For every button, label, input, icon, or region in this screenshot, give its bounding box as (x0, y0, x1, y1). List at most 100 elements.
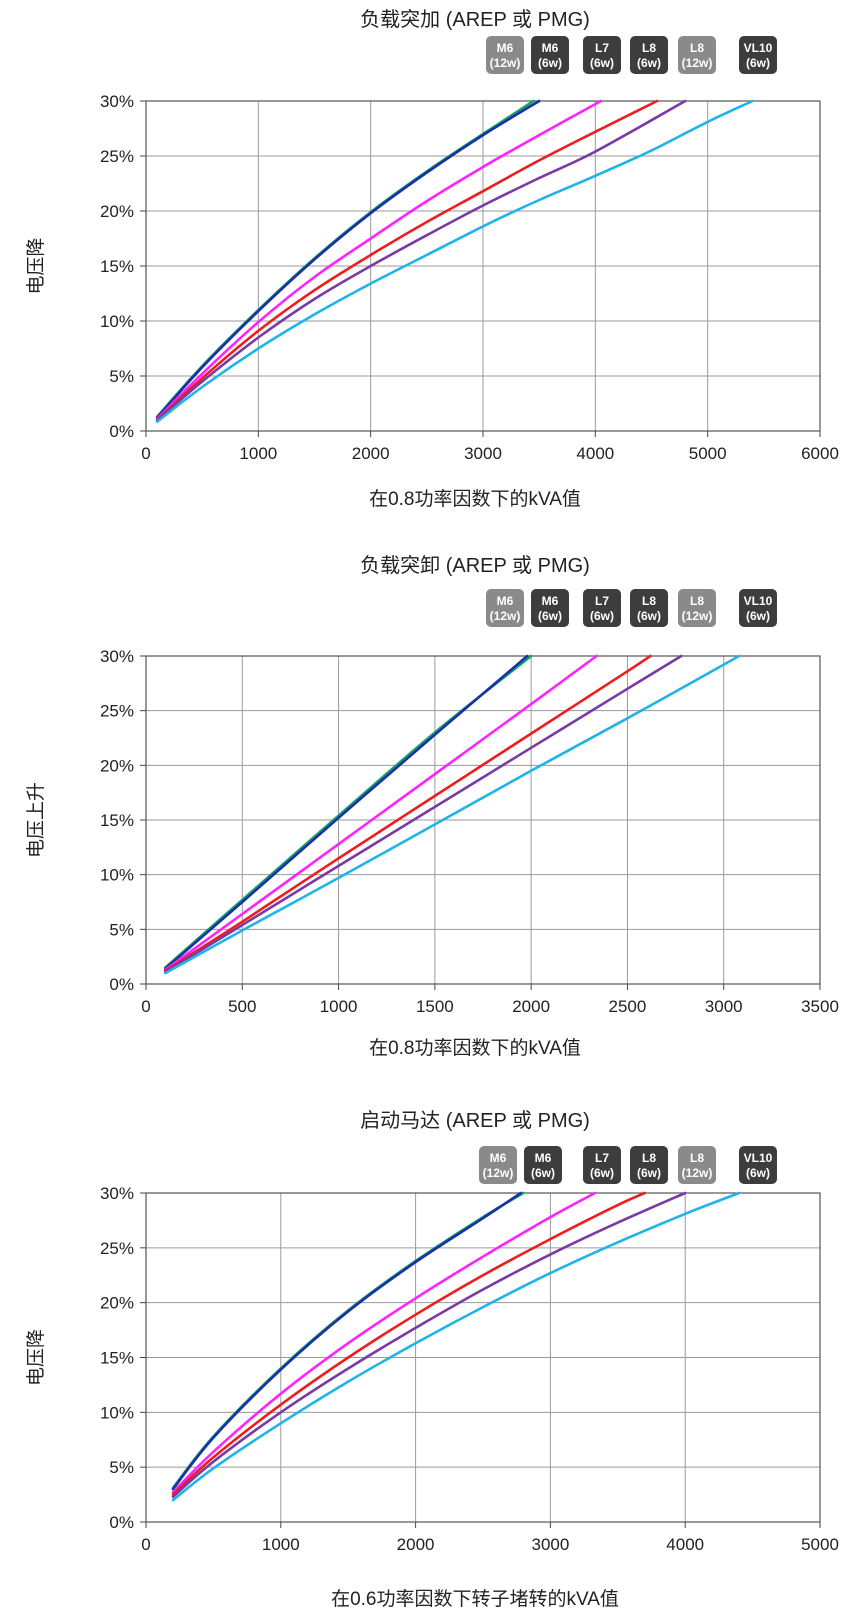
legend-badge-label: M6 (490, 1151, 507, 1165)
y-tick-label: 15% (100, 811, 134, 830)
legend-badge-sublabel: (6w) (746, 1166, 770, 1180)
x-tick-label: 5000 (801, 1535, 839, 1554)
legend-badge-box (531, 589, 569, 627)
legend-badge-label: L7 (595, 41, 609, 55)
legend-badge-label: L7 (595, 1151, 609, 1165)
y-tick-label: 20% (100, 202, 134, 221)
x-tick-label: 2000 (397, 1535, 435, 1554)
x-tick-label: 4000 (666, 1535, 704, 1554)
x-tick-label: 2000 (352, 444, 390, 463)
series-line-l8-12w (164, 654, 683, 974)
x-axis-label: 在0.6功率因数下转子堵转的kVA值 (331, 1588, 619, 1610)
legend-badge: M6(6w) (531, 589, 569, 627)
legend-badge-sublabel: (6w) (590, 1166, 614, 1180)
legend-badge-sublabel: (6w) (590, 56, 614, 70)
legend-badge: L8(6w) (630, 1146, 668, 1184)
legend-badge-box (486, 36, 524, 74)
legend-badge: L8(6w) (630, 36, 668, 74)
legend-badge: M6(12w) (486, 589, 524, 627)
legend-badge: L8(12w) (678, 589, 716, 627)
y-tick-label: 0% (109, 1513, 134, 1532)
legend-badge-sublabel: (12w) (682, 1166, 713, 1180)
x-tick-label: 6000 (801, 444, 839, 463)
x-axis-label: 在0.8功率因数下的kVA值 (369, 1037, 581, 1059)
legend-badge: L7(6w) (583, 1146, 621, 1184)
legend-badge-box (678, 1146, 716, 1184)
legend-badge-sublabel: (12w) (483, 1166, 514, 1180)
legend-badge-sublabel: (6w) (531, 1166, 555, 1180)
legend-badge-sublabel: (6w) (538, 56, 562, 70)
legend-badge-sublabel: (12w) (490, 609, 521, 623)
legend-badge-label: VL10 (744, 594, 773, 608)
legend-badge-sublabel: (6w) (637, 56, 661, 70)
series-line-l8-6w (164, 654, 652, 973)
legend-badge-sublabel: (12w) (682, 56, 713, 70)
chart-panel-3: 启动马达 (AREP 或 PMG) 0 1000 2000 3000 4000 5000 0%… (25, 1109, 839, 1610)
y-tick-label: 0% (109, 422, 134, 441)
legend-badge-label: M6 (542, 594, 559, 608)
x-tick-label: 5000 (689, 444, 727, 463)
legend-badge-box (630, 1146, 668, 1184)
series-line-l8-6w (155, 99, 659, 422)
y-tick-label: 25% (100, 1239, 134, 1258)
legend-badge-box (479, 1146, 517, 1184)
legend-badge-box (583, 1146, 621, 1184)
plot-frame (145, 100, 821, 432)
legend-badge: L8(6w) (630, 589, 668, 627)
y-axis-label: 电压降 (25, 237, 47, 294)
x-tick-label: 2000 (512, 997, 550, 1016)
legend-badge-label: L8 (690, 41, 704, 55)
legend-badge-sublabel: (6w) (637, 1166, 661, 1180)
legend-badge: M6(6w) (531, 36, 569, 74)
legend-badge-box (583, 589, 621, 627)
legend-badge-label: M6 (497, 41, 514, 55)
y-tick-label: 25% (100, 147, 134, 166)
x-tick-label: 0 (141, 997, 150, 1016)
legend-badge-label: L8 (642, 594, 656, 608)
legend-badge-sublabel: (6w) (746, 609, 770, 623)
x-tick-label: 0 (141, 444, 150, 463)
legend-badge-label: VL10 (744, 41, 773, 55)
plot-frame (145, 655, 821, 985)
y-tick-label: 30% (100, 92, 134, 111)
series-line-m6-12w (171, 1191, 525, 1490)
legend-badge-label: VL10 (744, 1151, 773, 1165)
legend-badge-label: L8 (690, 1151, 704, 1165)
chart-title: 负载突卸 (AREP 或 PMG) (360, 554, 590, 577)
series-line-l7-6w (164, 654, 598, 972)
y-tick-label: 10% (100, 866, 134, 885)
legend-badge: L7(6w) (583, 36, 621, 74)
legend-badge-label: L8 (690, 594, 704, 608)
y-axis-label: 电压上升 (25, 782, 47, 858)
legend-badge-sublabel: (6w) (590, 609, 614, 623)
legend-badge-box (583, 36, 621, 74)
x-tick-label: 500 (228, 997, 256, 1016)
series-line-l8-6w (171, 1191, 647, 1496)
y-tick-label: 20% (100, 1294, 134, 1313)
y-tick-label: 15% (100, 1349, 134, 1368)
legend-badge-box (486, 589, 524, 627)
x-tick-label: 1000 (320, 997, 358, 1016)
y-tick-label: 0% (109, 975, 134, 994)
series-line-l8-12w (155, 99, 687, 422)
y-tick-label: 5% (109, 1458, 134, 1477)
x-tick-label: 1500 (416, 997, 454, 1016)
y-tick-label: 10% (100, 312, 134, 331)
legend-badge-box (524, 1146, 562, 1184)
legend-badge-label: L8 (642, 41, 656, 55)
x-tick-label: 3000 (531, 1535, 569, 1554)
series-line-l7-6w (155, 99, 603, 421)
legend-badge-sublabel: (6w) (538, 609, 562, 623)
x-tick-label: 4000 (576, 444, 614, 463)
series-line-vl10-6w (155, 99, 754, 423)
series-line-m6-6w (164, 654, 529, 970)
y-tick-label: 5% (109, 367, 134, 386)
series-line-m6-6w (155, 99, 541, 420)
legend-badge: M6(12w) (479, 1146, 517, 1184)
y-tick-label: 20% (100, 756, 134, 775)
legend-badge-sublabel: (12w) (682, 609, 713, 623)
x-tick-label: 1000 (262, 1535, 300, 1554)
x-tick-label: 1000 (239, 444, 277, 463)
legend-badge: VL10(6w) (739, 1146, 777, 1184)
x-tick-label: 2500 (609, 997, 647, 1016)
